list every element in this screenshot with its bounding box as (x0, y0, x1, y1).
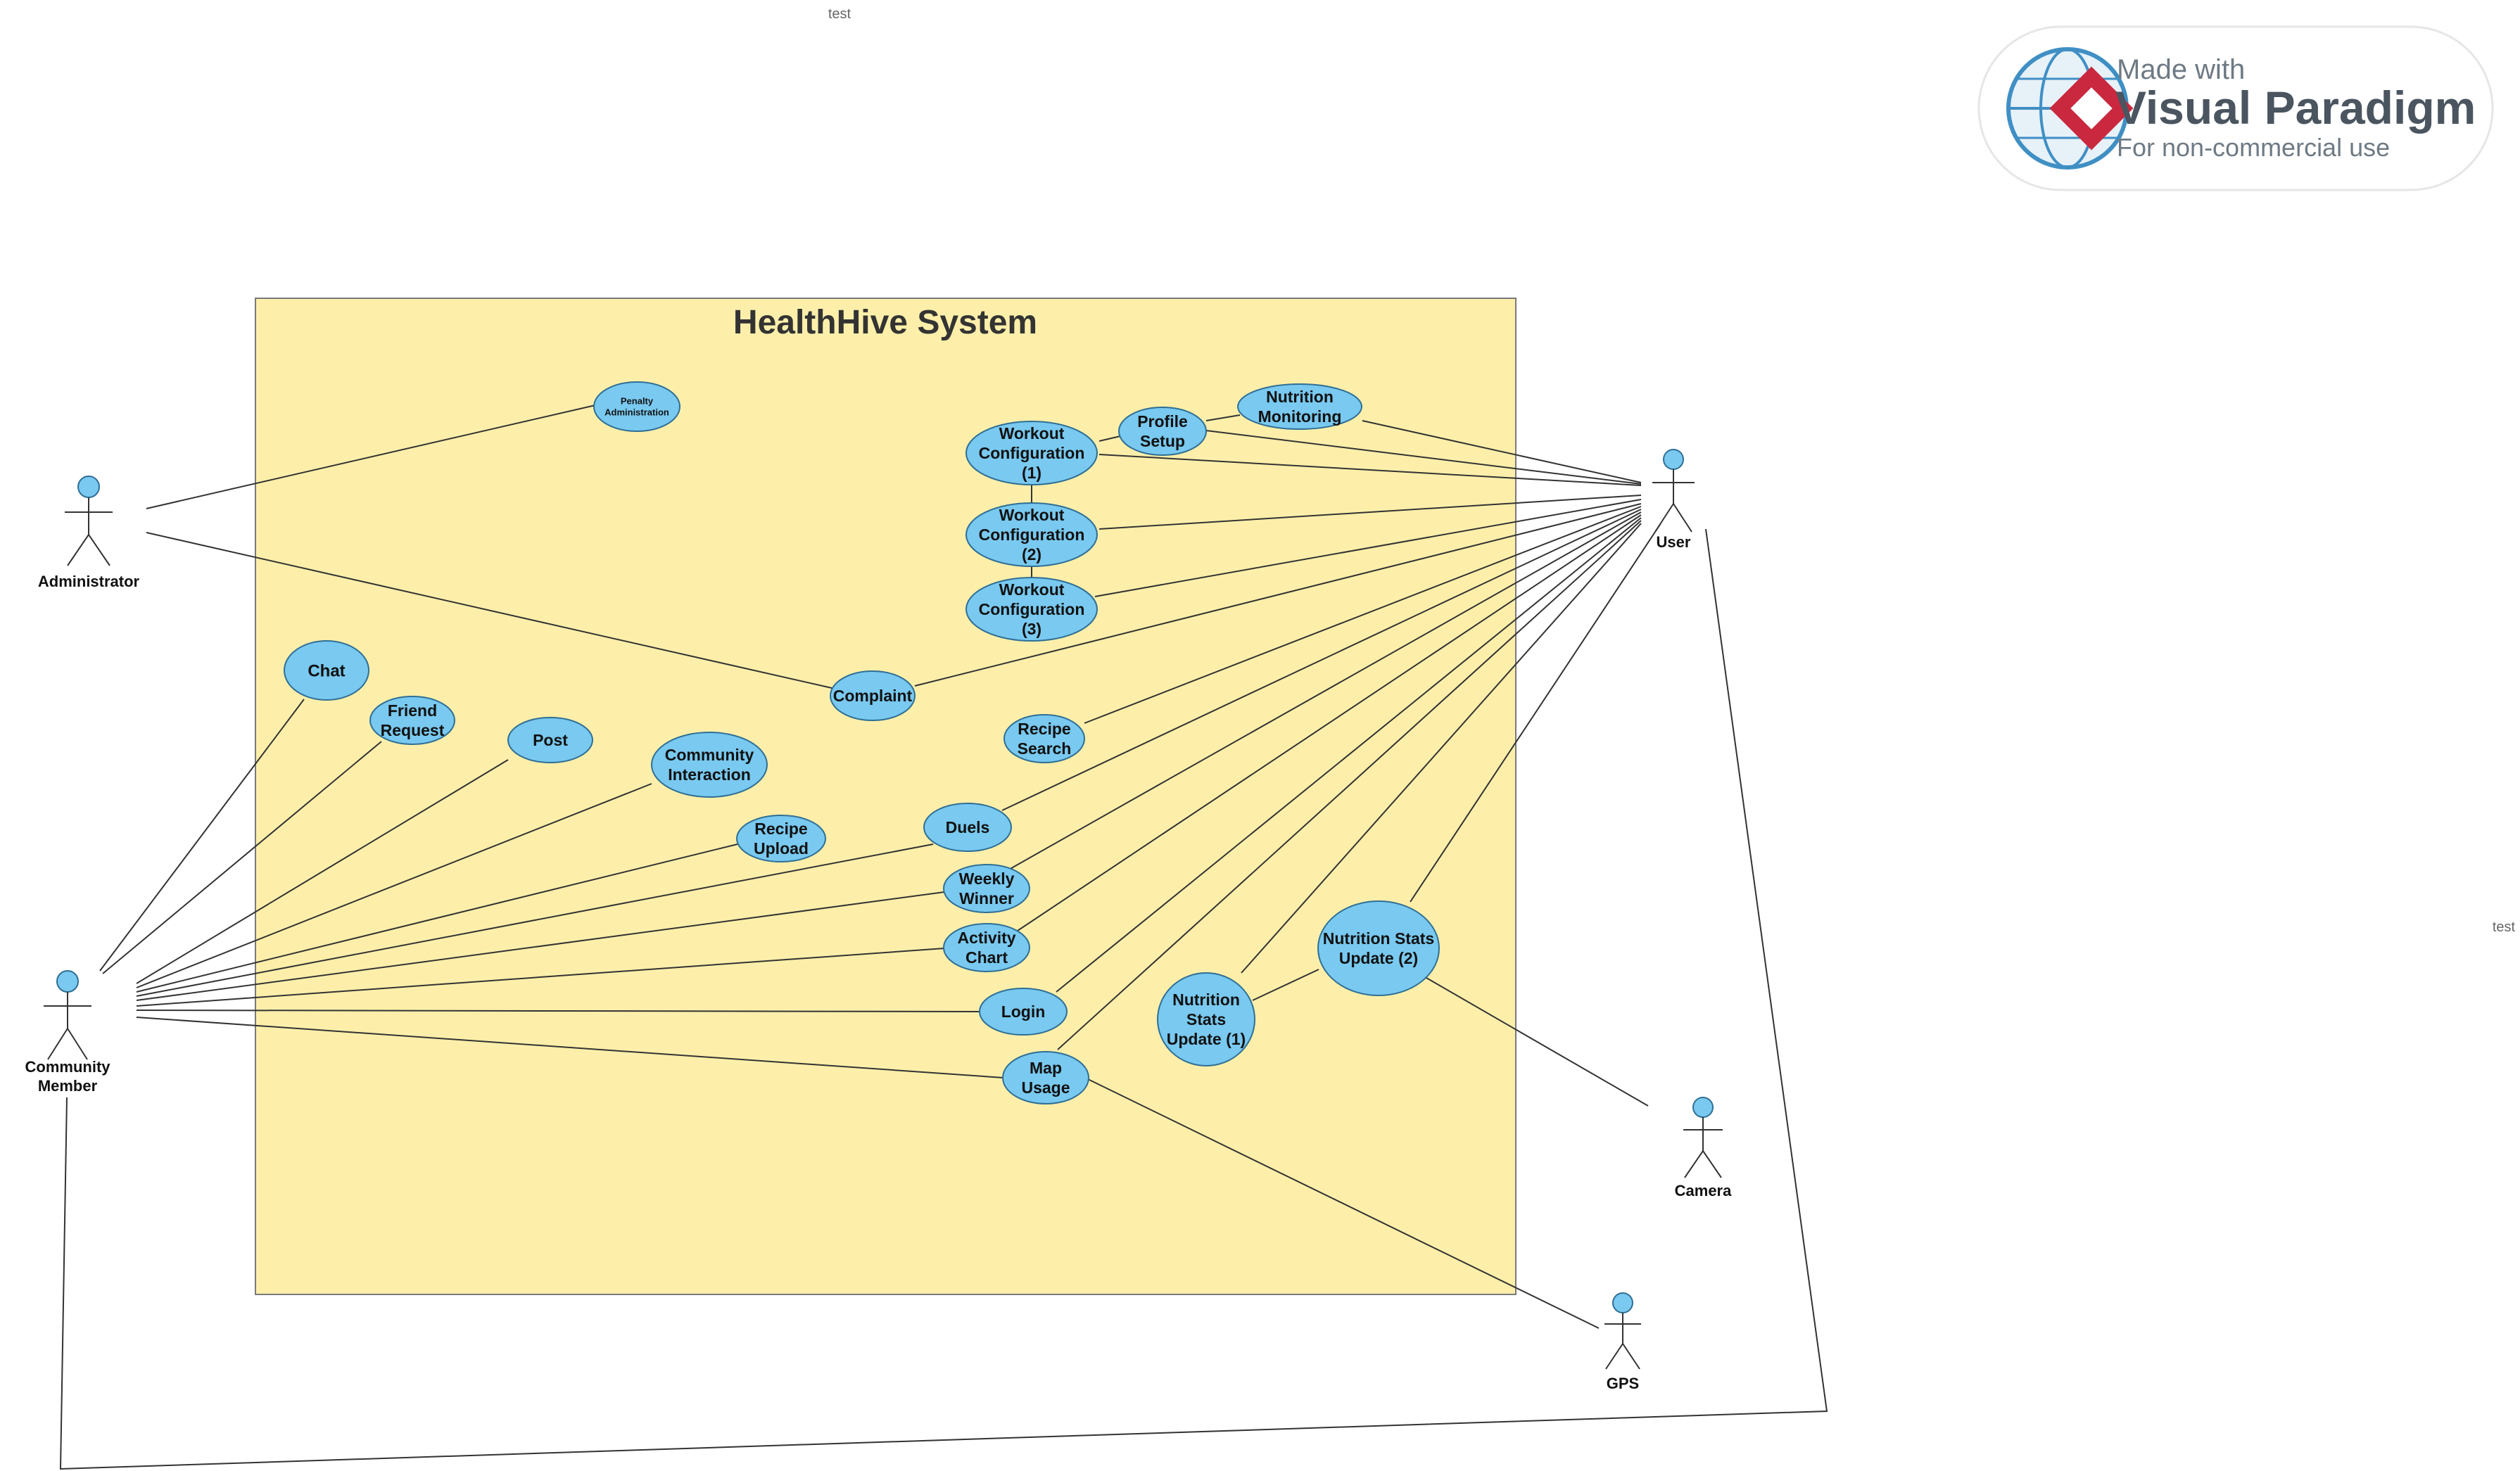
actor-label: Camera (1675, 1182, 1732, 1199)
actor-label: User (1657, 533, 1691, 551)
stick-figure-icon (65, 476, 113, 566)
use-case-nutrition-monitoring[interactable]: Nutrition Monitoring (1238, 384, 1362, 429)
use-case-nutrition-stats-update-2[interactable]: Nutrition Stats Update (2) (1318, 901, 1439, 995)
stick-figure-icon (1604, 1293, 1641, 1369)
watermark-line-2: Visual Paradigm (2115, 82, 2476, 134)
actor-label: Community Member (25, 1058, 111, 1095)
use-case-map-usage[interactable]: Map Usage (1003, 1052, 1089, 1104)
use-case-label: Login (1001, 1002, 1046, 1021)
use-case-label: Duels (946, 818, 990, 836)
use-case-label: Complaint (833, 687, 913, 705)
use-case-community-interaction[interactable]: Community Interaction (652, 732, 767, 797)
actor-administrator[interactable]: Administrator (38, 476, 140, 590)
actor-label: Administrator (38, 573, 140, 590)
actor-community-member[interactable]: Community Member (25, 971, 111, 1095)
system-title: HealthHive System (733, 304, 1037, 341)
use-case-profile-setup[interactable]: Profile Setup (1119, 407, 1206, 455)
use-case-recipe-search[interactable]: Recipe Search (1004, 715, 1084, 763)
note-right: test (2493, 919, 2516, 935)
stick-figure-icon (44, 971, 91, 1059)
actor-camera[interactable]: Camera (1675, 1097, 1732, 1199)
stick-figure-icon (1683, 1097, 1723, 1178)
use-case-label: Chat (308, 661, 345, 680)
use-case-chat[interactable]: Chat (284, 641, 369, 700)
note-top: test (828, 6, 851, 22)
watermark-line-1: Made with (2117, 54, 2245, 85)
watermark-line-3: For non-commercial use (2117, 133, 2390, 162)
use-case-activity-chart[interactable]: Activity Chart (944, 924, 1030, 972)
stick-figure-icon (1652, 450, 1695, 532)
use-case-complaint[interactable]: Complaint (830, 671, 915, 720)
use-case-label: Post (533, 731, 568, 749)
use-case-duels[interactable]: Duels (924, 803, 1011, 851)
system-boundary[interactable] (255, 298, 1516, 1294)
use-case-nutrition-stats-update-1[interactable]: Nutrition Stats Update (1) (1158, 973, 1255, 1066)
use-case-post[interactable]: Post (508, 718, 593, 763)
use-case-weekly-winner[interactable]: Weekly Winner (944, 865, 1030, 912)
actor-label: GPS (1607, 1375, 1639, 1392)
use-case-login[interactable]: Login (980, 988, 1067, 1035)
use-case-friend-request[interactable]: Friend Request (370, 696, 455, 744)
actor-user[interactable]: User (1652, 450, 1695, 551)
use-case-recipe-upload[interactable]: Recipe Upload (737, 815, 825, 862)
use-case-workout-configuration-1[interactable]: Workout Configuration (1) (966, 421, 1097, 485)
use-case-workout-configuration-3[interactable]: Workout Configuration (3) (966, 578, 1097, 641)
use-case-penalty-administration[interactable]: Penalty Administration (594, 382, 680, 431)
actor-gps[interactable]: GPS (1604, 1293, 1641, 1392)
watermark-badge: Made with Visual Paradigm For non-commer… (1979, 27, 2493, 190)
use-case-workout-configuration-2[interactable]: Workout Configuration (2) (966, 503, 1097, 566)
